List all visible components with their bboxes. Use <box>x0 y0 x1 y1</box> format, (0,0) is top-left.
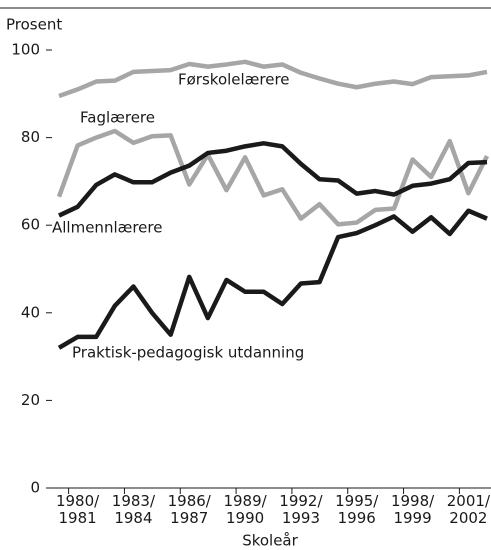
y-tick-label: 80 <box>21 128 40 146</box>
series-label: Førskolelærere <box>178 71 290 89</box>
y-tick-label: 40 <box>21 303 40 321</box>
series-line <box>58 141 488 218</box>
x-tick-label: 1980/ 1981 <box>55 492 100 527</box>
series-label: Faglærere <box>80 109 155 127</box>
x-axis-label: Skoleår <box>242 532 298 550</box>
x-tick-label: 1998/ 1999 <box>390 492 435 527</box>
y-axis-label: Prosent <box>6 16 62 34</box>
x-tick-label: 1986/ 1987 <box>167 492 211 527</box>
x-tick-label: 1983/ 1984 <box>111 492 156 527</box>
x-tick-label: 1995/ 1996 <box>335 492 379 527</box>
x-tick-label: 2001/ 2002 <box>446 492 490 527</box>
x-tick-label: 1989/ 1990 <box>223 492 267 527</box>
series-line <box>57 208 488 350</box>
x-tick-label: 1992/ 1993 <box>279 492 323 527</box>
y-tick-label: 60 <box>21 216 40 234</box>
y-tick-label: 20 <box>21 391 40 409</box>
y-tick-label: 100 <box>11 41 40 59</box>
series-label: Praktisk-pedagogisk utdanning <box>72 344 304 362</box>
y-tick-label: 0 <box>30 479 40 497</box>
series-line <box>56 128 490 227</box>
series-label: Allmennlærere <box>52 219 162 237</box>
series-line <box>58 59 488 99</box>
